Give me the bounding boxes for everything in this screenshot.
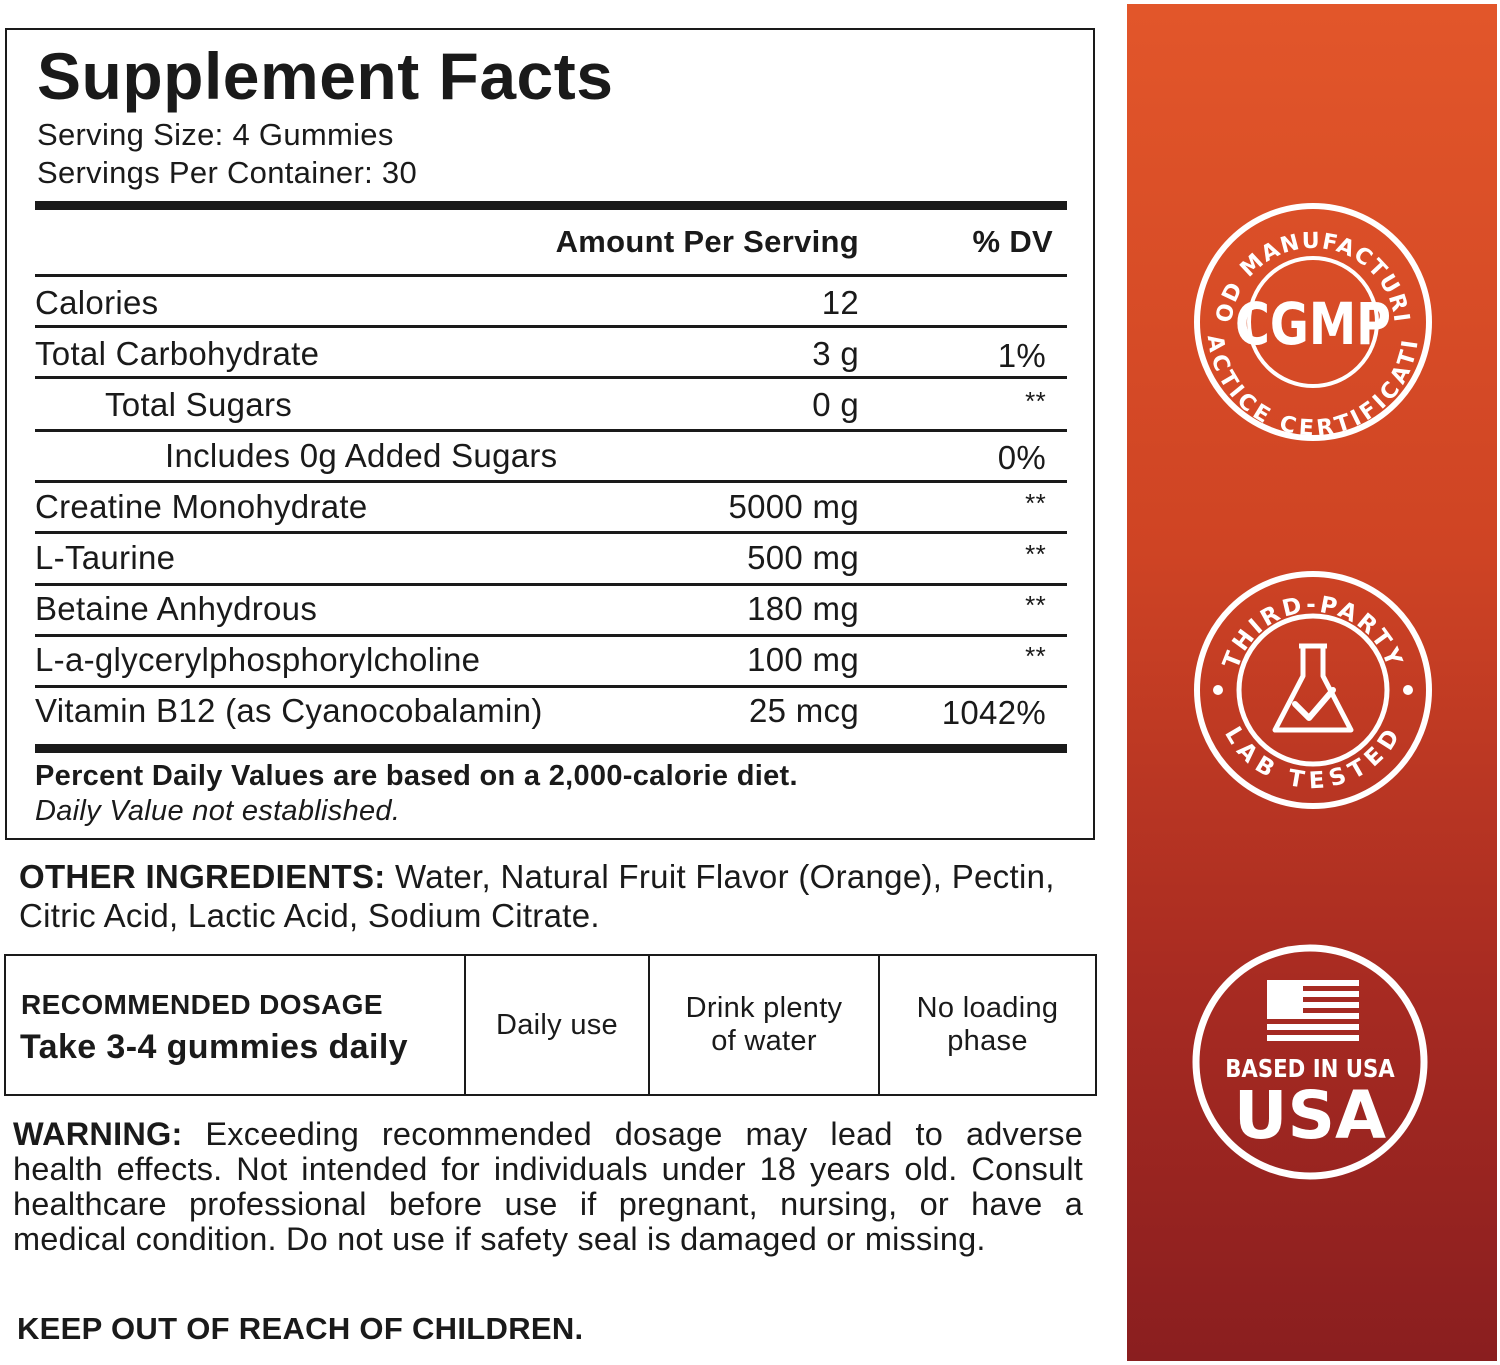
nutrient-row-alpha-gpc: L-a-glycerylphosphorylcholine 100 mg ** bbox=[7, 635, 1093, 685]
flask-check-icon: THIRD-PARTY LAB TESTED bbox=[1194, 571, 1432, 809]
supplement-facts-panel: Supplement Facts Serving Size: 4 Gummies… bbox=[5, 28, 1095, 840]
nutrient-name: Betaine Anhydrous bbox=[35, 590, 318, 627]
cgmp-center-text: CGMP bbox=[1235, 290, 1391, 358]
nutrient-dv: ** bbox=[1025, 539, 1046, 569]
dosage-daily-use: Daily use bbox=[496, 1008, 618, 1041]
nutrient-dv: 1% bbox=[997, 337, 1046, 374]
nutrient-dv: 1042% bbox=[941, 694, 1046, 731]
badge-band: GOOD MANUFACTURING PRACTICE CERTIFICATIO… bbox=[1127, 4, 1497, 1361]
warning-body: Exceeding recommended dosage may lead to… bbox=[13, 1116, 1083, 1257]
divider bbox=[35, 376, 1067, 379]
nutrient-amount: 180 mg bbox=[747, 590, 859, 627]
lab-tested-badge: THIRD-PARTY LAB TESTED bbox=[1127, 560, 1497, 820]
nutrient-name: L-a-glycerylphosphorylcholine bbox=[35, 641, 481, 678]
dosage-cell-recommended: RECOMMENDED DOSAGE Take 3-4 gummies dail… bbox=[6, 956, 466, 1094]
nutrient-row-l-taurine: L-Taurine 500 mg ** bbox=[7, 533, 1093, 583]
usa-line-2: USA bbox=[1234, 1077, 1386, 1154]
badge-inner-ring bbox=[1236, 613, 1390, 767]
nutrient-amount: 100 mg bbox=[747, 641, 859, 678]
dosage-cell-loading: No loading phase bbox=[880, 956, 1095, 1094]
divider bbox=[35, 480, 1067, 483]
divider bbox=[35, 583, 1067, 586]
nutrient-name: Includes 0g Added Sugars bbox=[165, 437, 558, 474]
nutrient-row-creatine: Creatine Monohydrate 5000 mg ** bbox=[7, 482, 1093, 532]
nutrient-row-calories: Calories 12 bbox=[7, 278, 1093, 328]
other-ingredients-label: OTHER INGREDIENTS: bbox=[19, 858, 386, 895]
nutrient-dv: 0% bbox=[997, 439, 1046, 476]
nutrient-name: Creatine Monohydrate bbox=[35, 488, 368, 525]
nutrient-row-betaine: Betaine Anhydrous 180 mg ** bbox=[7, 584, 1093, 634]
dosage-value: Take 3-4 gummies daily bbox=[20, 1028, 408, 1066]
divider bbox=[35, 274, 1067, 277]
warning-label: WARNING: bbox=[13, 1116, 183, 1152]
nutrient-row-vitamin-b12: Vitamin B12 (as Cyanocobalamin) 25 mcg 1… bbox=[7, 686, 1093, 736]
divider bbox=[35, 429, 1067, 432]
serving-size: Serving Size: 4 Gummies bbox=[37, 117, 394, 152]
nutrient-name: Calories bbox=[35, 284, 159, 321]
header-amount-per-serving: Amount Per Serving bbox=[555, 224, 859, 259]
nutrient-amount: 0 g bbox=[812, 386, 859, 423]
thick-divider bbox=[35, 744, 1067, 753]
usa-line-1: BASED IN USA bbox=[1225, 1054, 1395, 1083]
badge-dot-left bbox=[1213, 685, 1223, 695]
daily-value-not-established-note: Daily Value not established. bbox=[35, 795, 401, 827]
other-ingredients-text: Water, Natural Fruit Flavor (Orange), Pe… bbox=[19, 858, 1055, 934]
nutrient-amount: 500 mg bbox=[747, 539, 859, 576]
us-flag-icon bbox=[1267, 980, 1359, 1041]
nutrient-row-total-carbohydrate: Total Carbohydrate 3 g 1% bbox=[7, 329, 1093, 379]
usa-seal: BASED IN USA USA bbox=[1192, 944, 1428, 1180]
daily-value-footnote: Percent Daily Values are based on a 2,00… bbox=[35, 760, 798, 792]
dosage-strip: RECOMMENDED DOSAGE Take 3-4 gummies dail… bbox=[4, 954, 1097, 1096]
nutrient-name: Vitamin B12 (as Cyanocobalamin) bbox=[35, 692, 543, 729]
lab-arc-top: THIRD-PARTY bbox=[1218, 592, 1407, 672]
dosage-drink-water: Drink plenty of water bbox=[685, 992, 843, 1057]
nutrient-dv: ** bbox=[1025, 386, 1046, 416]
dosage-heading: RECOMMENDED DOSAGE bbox=[21, 989, 383, 1020]
nutrient-dv: ** bbox=[1025, 590, 1046, 620]
warning-text: WARNING: Exceeding recommended dosage ma… bbox=[13, 1117, 1083, 1257]
check-mark bbox=[1292, 687, 1336, 721]
divider bbox=[35, 531, 1067, 534]
divider bbox=[35, 325, 1067, 328]
thick-divider bbox=[35, 201, 1067, 210]
badge-inner-ring bbox=[1247, 256, 1379, 388]
badge-dot-right bbox=[1403, 685, 1413, 695]
nutrient-amount: 3 g bbox=[812, 335, 859, 372]
nutrient-dv: ** bbox=[1025, 488, 1046, 518]
flask-outline bbox=[1272, 643, 1354, 733]
other-ingredients: OTHER INGREDIENTS: Water, Natural Fruit … bbox=[19, 857, 1094, 935]
cgmp-seal: GOOD MANUFACTURING PRACTICE CERTIFICATIO… bbox=[1127, 192, 1432, 442]
dosage-cell-daily-use: Daily use bbox=[466, 956, 650, 1094]
nutrient-row-total-sugars: Total Sugars 0 g ** bbox=[7, 380, 1093, 430]
nutrient-name: Total Sugars bbox=[105, 386, 293, 423]
nutrient-row-added-sugars: Includes 0g Added Sugars 0% bbox=[7, 431, 1093, 481]
header-percent-dv: % DV bbox=[972, 224, 1053, 259]
facts-title: Supplement Facts bbox=[37, 39, 614, 113]
nutrient-amount: 12 bbox=[821, 284, 859, 321]
badge-outer-ring bbox=[1192, 944, 1428, 1180]
dosage-no-loading: No loading phase bbox=[916, 992, 1059, 1057]
nutrient-amount: 5000 mg bbox=[728, 488, 859, 525]
badge-outer-ring bbox=[1194, 203, 1432, 441]
usa-badge: BASED IN USA USA bbox=[1127, 932, 1497, 1192]
nutrient-dv: ** bbox=[1025, 641, 1046, 671]
badge-outer-ring bbox=[1194, 571, 1432, 809]
divider bbox=[35, 634, 1067, 637]
dosage-cell-water: Drink plenty of water bbox=[650, 956, 880, 1094]
keep-out-of-reach: KEEP OUT OF REACH OF CHILDREN. bbox=[17, 1311, 584, 1346]
nutrient-name: L-Taurine bbox=[35, 539, 176, 576]
nutrient-amount: 25 mcg bbox=[748, 692, 859, 729]
nutrient-name: Total Carbohydrate bbox=[35, 335, 320, 372]
servings-per-container: Servings Per Container: 30 bbox=[37, 155, 417, 190]
divider bbox=[35, 685, 1067, 688]
cgmp-badge: GOOD MANUFACTURING PRACTICE CERTIFICATIO… bbox=[1127, 192, 1497, 452]
